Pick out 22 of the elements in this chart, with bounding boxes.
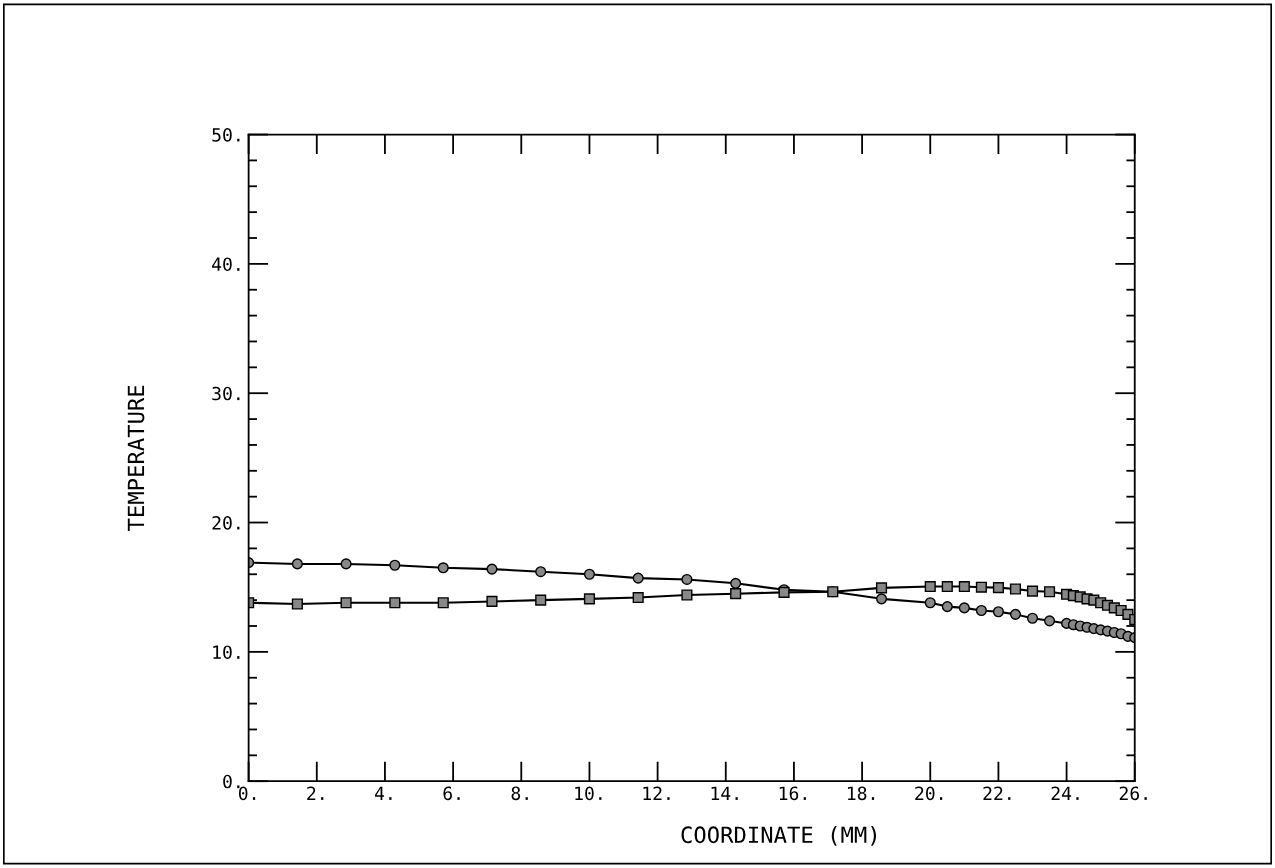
x-tick-label: 6. (443, 786, 460, 801)
x-tick-label: 0. (238, 786, 256, 801)
x-tick-label: 24. (1051, 786, 1079, 800)
y-tick-label: 50. (212, 128, 240, 142)
x-tick-label: 20. (915, 786, 943, 801)
x-tick-label: 10. (575, 786, 602, 801)
y-tick-label: 30. (212, 386, 240, 401)
y-axis-title: TEMPERATURE (127, 385, 145, 531)
y-tick-label: 20. (212, 516, 240, 530)
x-tick-label: 16. (779, 786, 806, 801)
x-tick-label: 2. (307, 786, 324, 800)
x-tick-label: 18. (847, 786, 875, 801)
x-tick-label: 12. (643, 786, 670, 800)
x-tick-label: 14. (711, 786, 738, 800)
x-tick-label: 26. (1119, 786, 1147, 801)
x-tick-label: 22. (983, 786, 1011, 800)
x-tick-label: 8. (511, 786, 528, 801)
y-tick-label: 0. (223, 774, 240, 789)
y-tick-label: 40. (212, 257, 240, 272)
x-tick-label: 4. (374, 786, 392, 800)
y-tick-label: 10. (213, 645, 240, 660)
x-axis-title: COORDINATE (MM) (681, 826, 877, 846)
